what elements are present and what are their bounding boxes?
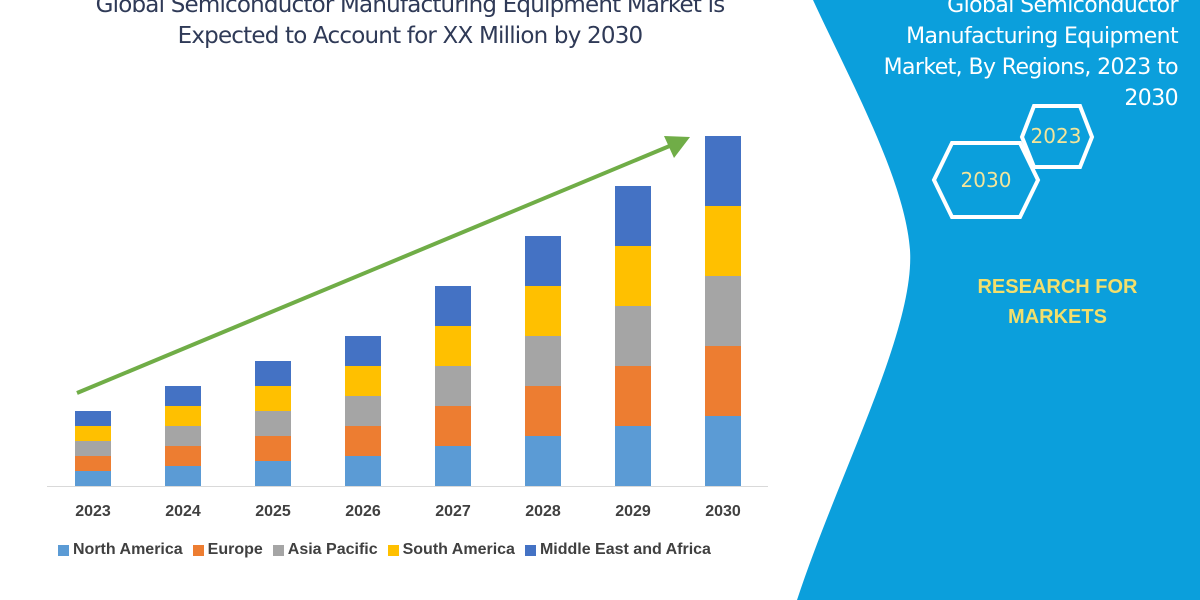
bar-segment-2024-north-america <box>165 466 201 486</box>
legend-label: South America <box>402 541 515 558</box>
bar-segment-2025-europe <box>255 436 291 461</box>
bar-segment-2024-asia-pacific <box>165 426 201 446</box>
bar-segment-2029-europe <box>615 366 651 426</box>
bar-segment-2026-north-america <box>345 456 381 486</box>
hex-label-2023: 2023 <box>1030 124 1082 148</box>
bar-segment-2026-middle-east-and-africa <box>345 336 381 366</box>
legend-swatch <box>272 544 284 556</box>
brand-logo-text: RESEARCH FOR MARKETS <box>960 272 1155 332</box>
chart-title: Global Semiconductor Manufacturing Equip… <box>40 0 780 52</box>
x-tick-label: 2027 <box>435 503 471 520</box>
brand-line: MARKETS <box>1008 306 1107 328</box>
legend-label: Asia Pacific <box>287 541 378 558</box>
title-line: Global Semiconductor Manufacturing Equip… <box>95 0 726 18</box>
bar-segment-2026-south-america <box>345 366 381 396</box>
hex-label-2030: 2030 <box>960 168 1012 192</box>
bar-segment-2030-asia-pacific <box>705 276 741 346</box>
title-line: Expected to Account for XX Million by 20… <box>177 23 644 49</box>
panel-title-line: Manufacturing Equipment <box>906 24 1179 49</box>
hexagon-2023-icon <box>1019 104 1095 169</box>
x-tick-label: 2026 <box>345 503 381 520</box>
bar-segment-2023-middle-east-and-africa <box>75 411 111 426</box>
legend-item: North America <box>58 541 183 559</box>
x-tick-label: 2030 <box>705 503 741 520</box>
legend-item: Middle East and Africa <box>524 541 711 559</box>
legend-label: Europe <box>207 541 263 558</box>
brand-line: RESEARCH FOR <box>977 276 1138 298</box>
legend-swatch <box>192 544 204 556</box>
panel-title-line: Market, By Regions, 2023 to <box>883 55 1179 80</box>
legend: North America Europe Asia Pacific South Ame… <box>58 541 711 559</box>
panel-title: Global Semiconductor Manufacturing Equip… <box>848 0 1179 114</box>
x-tick-label: 2029 <box>615 503 651 520</box>
bar-segment-2025-north-america <box>255 461 291 486</box>
blue-panel <box>797 0 1200 600</box>
bar-segment-2024-europe <box>165 446 201 466</box>
legend-item: Europe <box>192 541 263 559</box>
legend-label: Middle East and Africa <box>539 541 711 558</box>
x-tick-label: 2023 <box>75 503 111 520</box>
x-tick-label: 2025 <box>255 503 291 520</box>
bar-segment-2029-north-america <box>615 426 651 486</box>
bar-segment-2023-europe <box>75 456 111 471</box>
x-tick-label: 2028 <box>525 503 561 520</box>
bar-segment-2028-north-america <box>525 436 561 486</box>
bar-segment-2029-middle-east-and-africa <box>615 186 651 246</box>
panel-title-line: 2030 <box>1124 86 1178 111</box>
legend-item: South America <box>387 541 515 559</box>
bar-segment-2027-south-america <box>435 326 471 366</box>
bar-segment-2025-south-america <box>255 386 291 411</box>
legend-swatch <box>387 544 399 556</box>
bar-segment-2027-middle-east-and-africa <box>435 286 471 326</box>
bar-segment-2023-north-america <box>75 471 111 486</box>
bar-segment-2028-south-america <box>525 286 561 336</box>
bar-segment-2028-middle-east-and-africa <box>525 236 561 286</box>
bar-segment-2027-europe <box>435 406 471 446</box>
bar-segment-2029-south-america <box>615 246 651 306</box>
bar-segment-2028-asia-pacific <box>525 336 561 386</box>
bar-segment-2030-south-america <box>705 206 741 276</box>
bar-segment-2025-asia-pacific <box>255 411 291 436</box>
x-tick-label: 2024 <box>165 503 201 520</box>
bar-segment-2030-europe <box>705 346 741 416</box>
legend-item: Asia Pacific <box>272 541 378 559</box>
bar-segment-2024-middle-east-and-africa <box>165 386 201 406</box>
bar-segment-2023-south-america <box>75 426 111 441</box>
bar-segment-2023-asia-pacific <box>75 441 111 456</box>
bar-segment-2028-europe <box>525 386 561 436</box>
bar-segment-2027-asia-pacific <box>435 366 471 406</box>
bar-segment-2025-middle-east-and-africa <box>255 361 291 386</box>
trend-arrow <box>76 136 690 395</box>
stacked-bar-chart <box>75 136 741 486</box>
bar-segment-2026-europe <box>345 426 381 456</box>
bar-segment-2024-south-america <box>165 406 201 426</box>
legend-swatch <box>524 544 536 556</box>
bar-segment-2030-middle-east-and-africa <box>705 136 741 206</box>
bar-segment-2027-north-america <box>435 446 471 486</box>
panel-title-line: Global Semiconductor <box>947 0 1178 18</box>
bar-segment-2030-north-america <box>705 416 741 486</box>
legend-label: North America <box>73 541 183 558</box>
hexagon-2030-icon <box>931 141 1041 219</box>
legend-swatch <box>58 544 69 556</box>
bar-segment-2026-asia-pacific <box>345 396 381 426</box>
bar-segment-2029-asia-pacific <box>615 306 651 366</box>
